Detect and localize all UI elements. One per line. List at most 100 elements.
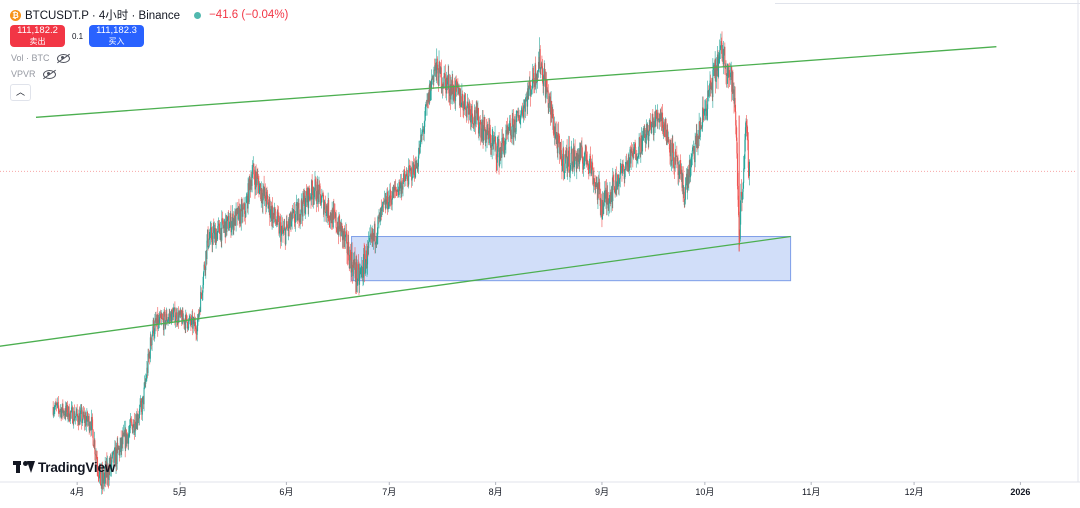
candle — [610, 191, 612, 213]
trendlines-group[interactable] — [0, 46, 997, 347]
candle — [296, 194, 298, 206]
buy-button[interactable]: 111,182.3 买入 — [89, 25, 144, 47]
candle — [128, 424, 130, 437]
candle — [274, 206, 276, 224]
support-zone-rect[interactable] — [351, 236, 792, 282]
indicator-vpvr[interactable]: VPVR — [11, 69, 56, 79]
candle — [661, 112, 663, 132]
candle — [505, 124, 507, 154]
candle — [563, 171, 565, 180]
candle — [748, 159, 750, 186]
candle — [272, 197, 274, 228]
candle — [82, 405, 84, 420]
candle — [629, 146, 631, 168]
candle — [379, 208, 381, 222]
candle — [193, 312, 195, 332]
candle — [437, 64, 439, 85]
candle — [261, 189, 263, 213]
candle — [63, 408, 65, 418]
candle — [181, 310, 183, 327]
candle — [656, 109, 658, 127]
candle — [684, 177, 686, 204]
candle — [550, 91, 552, 123]
candle — [232, 211, 234, 235]
candle — [399, 179, 401, 195]
candle — [701, 122, 703, 132]
candle — [272, 207, 274, 228]
candle — [268, 202, 270, 213]
candle — [533, 73, 535, 94]
candle — [468, 99, 470, 121]
candle — [283, 218, 285, 231]
candle — [305, 190, 307, 215]
candle — [132, 424, 134, 434]
candle — [691, 144, 693, 166]
sell-button[interactable]: 111,182.2 卖出 — [10, 25, 65, 47]
candle — [74, 411, 76, 421]
candle — [118, 445, 120, 462]
candle — [598, 174, 600, 199]
support-zone[interactable] — [351, 236, 792, 282]
candle — [292, 209, 294, 219]
candle — [612, 171, 614, 182]
candle — [341, 225, 343, 249]
candle — [325, 203, 327, 223]
candle — [470, 114, 472, 131]
candle — [227, 211, 229, 220]
candle — [451, 79, 453, 96]
candle — [743, 154, 745, 172]
candle — [719, 39, 721, 64]
candle — [240, 208, 242, 228]
candle — [167, 316, 169, 326]
candle — [633, 147, 635, 159]
candle — [387, 201, 389, 213]
symbol-legend[interactable]: ₿ BTCUSDT.P · 4小时 · Binance −41.6 (−0.04… — [10, 7, 288, 23]
candle — [249, 174, 251, 191]
candle — [212, 222, 214, 233]
candle — [735, 120, 737, 141]
lower-channel-line[interactable] — [0, 235, 791, 347]
eye-slash-icon[interactable] — [56, 53, 70, 63]
candle — [599, 178, 601, 201]
candle — [725, 60, 727, 85]
candle — [169, 310, 171, 322]
candle — [356, 254, 358, 295]
candle — [354, 247, 356, 279]
candle — [739, 229, 741, 246]
candle — [476, 102, 478, 121]
upper-channel-line[interactable] — [35, 46, 997, 118]
candle — [113, 447, 115, 465]
candle — [561, 156, 563, 180]
candle — [144, 375, 146, 390]
candle — [280, 226, 282, 247]
candle — [402, 180, 404, 197]
tradingview-logo[interactable]: TradingView — [13, 460, 115, 475]
candle — [539, 37, 541, 73]
candle — [663, 119, 665, 138]
candle — [126, 433, 128, 447]
candle — [151, 334, 153, 351]
collapse-legend-button[interactable]: ︿ — [10, 84, 31, 101]
candle — [221, 211, 223, 224]
candle — [447, 64, 449, 90]
candle — [471, 100, 473, 124]
candle — [271, 201, 273, 227]
candle — [368, 237, 370, 243]
indicator-volume[interactable]: Vol · BTC — [11, 53, 70, 63]
candle — [742, 188, 744, 203]
time-axis[interactable]: 4月 5月 6月 7月 8月 9月 10月 11月 12月 2026 — [70, 482, 1030, 497]
candle — [429, 83, 431, 103]
candle — [255, 166, 257, 196]
candle — [141, 397, 143, 421]
candle — [592, 170, 594, 193]
candle — [609, 181, 611, 204]
candle — [124, 420, 126, 437]
candle — [331, 213, 333, 230]
candle — [276, 209, 278, 227]
eye-slash-icon[interactable] — [42, 69, 56, 79]
candle — [293, 202, 295, 214]
candle — [252, 160, 254, 178]
candle — [578, 148, 580, 167]
